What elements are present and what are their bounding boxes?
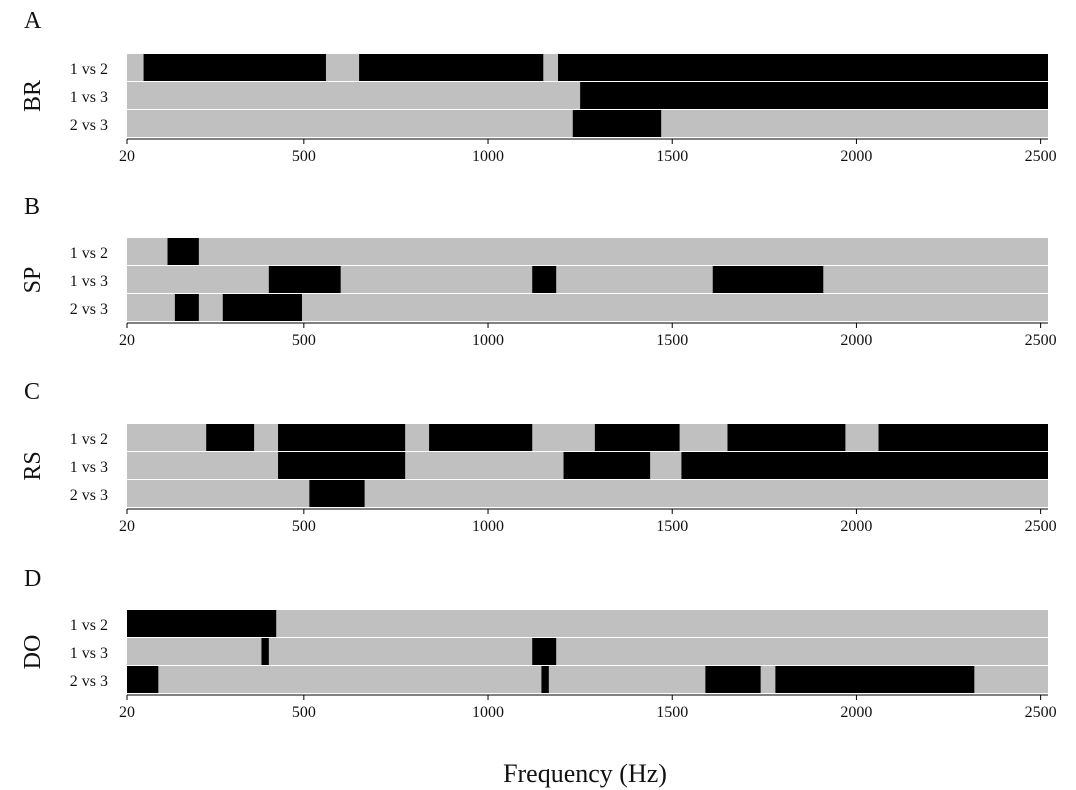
panel-letter: D	[24, 566, 41, 592]
significant-segment	[359, 54, 544, 82]
significant-segment	[309, 480, 365, 508]
row-label: 2 vs 3	[70, 301, 108, 318]
x-tick-label: 500	[292, 518, 316, 535]
significant-segment	[278, 424, 406, 452]
x-tick-label: 2500	[1025, 518, 1057, 535]
row-separator	[127, 693, 1048, 695]
row-label: 1 vs 2	[70, 617, 108, 634]
group-label: DO	[20, 635, 46, 670]
row-label: 1 vs 2	[70, 431, 108, 448]
significant-segment	[580, 82, 1048, 110]
x-tick-label: 20	[119, 332, 135, 349]
x-tick-label: 1500	[656, 148, 688, 165]
x-tick-label: 2000	[840, 332, 872, 349]
x-tick-label: 2000	[840, 704, 872, 721]
panel-c: C RS 1 vs 2 1 vs 3 2 vs 3 20 500 1000 1500 2000 25…	[20, 379, 1057, 535]
significant-segment	[278, 452, 406, 480]
x-tick-label: 20	[119, 704, 135, 721]
significant-segment	[541, 666, 549, 694]
significant-segment	[127, 666, 159, 694]
row-label: 1 vs 3	[70, 459, 108, 476]
x-tick-label: 2000	[840, 518, 872, 535]
row-label: 1 vs 2	[70, 61, 108, 78]
significant-segment	[558, 54, 1048, 82]
x-tick-label: 1000	[472, 148, 504, 165]
significant-segment	[222, 294, 302, 322]
row-label: 2 vs 3	[70, 487, 108, 504]
row-background	[127, 610, 1048, 638]
row-background	[127, 480, 1048, 508]
panel-a: A BR 1 vs 2 1 vs 3 2 vs 3 20 500 1000 1500 2000 25…	[20, 8, 1057, 165]
row-label: 1 vs 3	[70, 89, 108, 106]
significant-segment	[775, 666, 975, 694]
significant-segment	[174, 294, 199, 322]
significant-segment	[572, 110, 662, 138]
significant-segment	[167, 238, 199, 266]
significant-segment	[878, 424, 1048, 452]
group-label: RS	[20, 451, 46, 480]
significant-segment	[532, 266, 557, 294]
row-label: 1 vs 3	[70, 645, 108, 662]
x-tick-label: 1500	[656, 518, 688, 535]
significant-segment	[127, 610, 277, 638]
row-label: 1 vs 2	[70, 245, 108, 262]
significant-segment	[563, 452, 651, 480]
x-axis-title: Frequency (Hz)	[503, 759, 667, 788]
row-label: 1 vs 3	[70, 273, 108, 290]
x-tick-label: 2500	[1025, 332, 1057, 349]
significant-segment	[705, 666, 761, 694]
x-tick-label: 500	[292, 332, 316, 349]
row-separator	[127, 507, 1048, 509]
significant-segment	[712, 266, 824, 294]
row-separator	[127, 321, 1048, 323]
significant-segment	[268, 266, 341, 294]
significant-segment	[594, 424, 680, 452]
row-label: 2 vs 3	[70, 673, 108, 690]
row-label: 2 vs 3	[70, 117, 108, 134]
row-separator	[127, 137, 1048, 139]
row-background	[127, 238, 1048, 266]
x-tick-label: 500	[292, 148, 316, 165]
significant-segment	[206, 424, 255, 452]
group-label: BR	[20, 80, 46, 112]
x-tick-label: 500	[292, 704, 316, 721]
x-tick-label: 20	[119, 148, 135, 165]
group-label: SP	[20, 267, 46, 294]
x-tick-label: 1000	[472, 518, 504, 535]
significant-segment	[429, 424, 533, 452]
x-tick-label: 2500	[1025, 148, 1057, 165]
significant-segment	[143, 54, 326, 82]
significant-segment	[261, 638, 269, 666]
panel-d: D DO 1 vs 2 1 vs 3 2 vs 3 20 500 1000 1500 2000 25…	[20, 566, 1057, 721]
x-tick-label: 2000	[840, 148, 872, 165]
x-tick-label: 1000	[472, 332, 504, 349]
panel-letter: A	[24, 8, 42, 34]
x-tick-label: 1000	[472, 704, 504, 721]
significant-segment	[532, 638, 557, 666]
x-tick-label: 2500	[1025, 704, 1057, 721]
x-tick-label: 1500	[656, 704, 688, 721]
panel-b: B SP 1 vs 2 1 vs 3 2 vs 3 20 500 1000 1500 2000 25…	[20, 194, 1057, 349]
significant-segment	[681, 452, 1048, 480]
x-tick-label: 20	[119, 518, 135, 535]
panel-letter: B	[24, 194, 40, 220]
row-background	[127, 638, 1048, 666]
significant-segment	[727, 424, 846, 452]
x-tick-label: 1500	[656, 332, 688, 349]
panel-letter: C	[24, 379, 40, 405]
row-background	[127, 266, 1048, 294]
